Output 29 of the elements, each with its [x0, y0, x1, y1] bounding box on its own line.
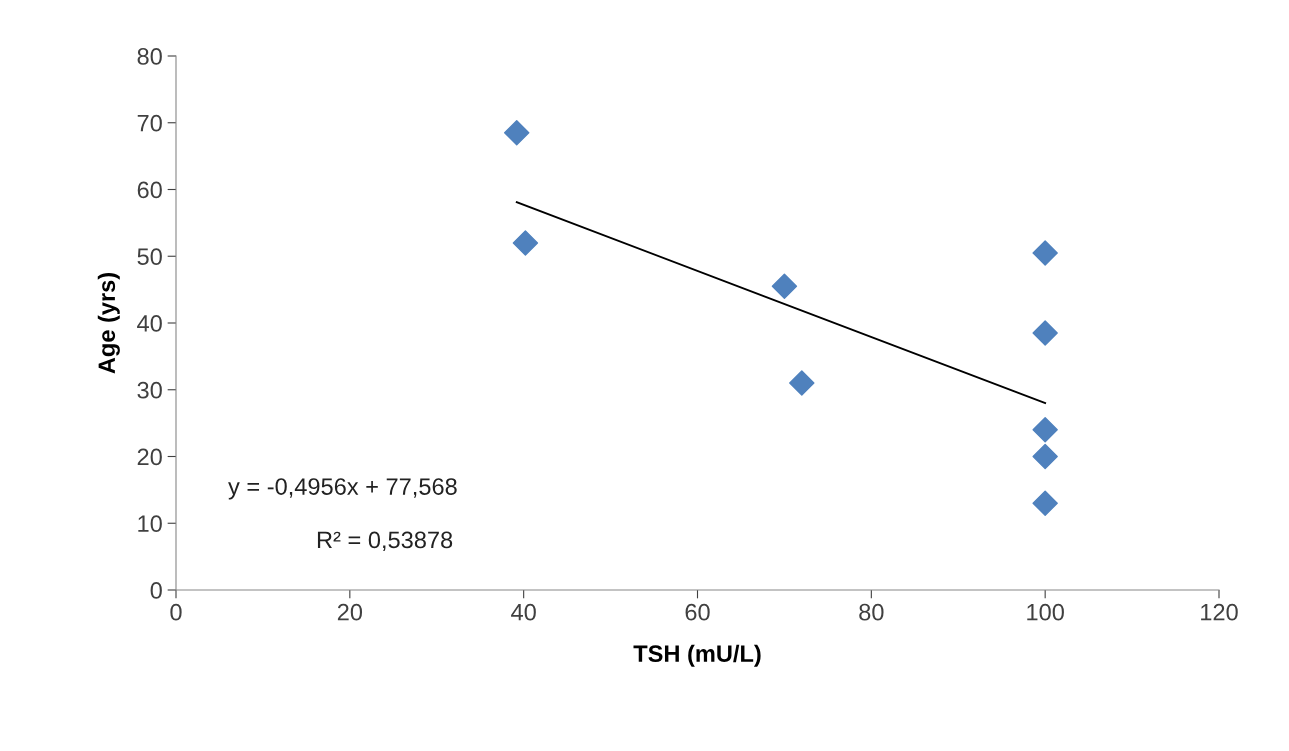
y-tick-label: 10 [138, 515, 162, 533]
y-tick-label: 30 [137, 381, 162, 399]
y-axis-title: Age (yrs) [97, 273, 120, 374]
point [1032, 490, 1058, 516]
y-tick-label: 50 [137, 248, 162, 266]
x-tick-label: 40 [511, 603, 536, 621]
annotation: y = -0,4956x + 77,568 [228, 478, 457, 500]
y-tick-label: 40 [137, 315, 162, 332]
x-tick-label: 20 [337, 603, 363, 621]
point [789, 370, 815, 396]
x-axis-title: TSH (mU/L) [633, 644, 761, 667]
x-tick-label: 100 [1027, 603, 1064, 621]
y-tick-label: 70 [137, 114, 162, 132]
annotation: R² = 0,53878 [317, 531, 453, 552]
point [771, 273, 798, 300]
x-tick-label: 80 [859, 603, 884, 621]
point [1032, 443, 1058, 470]
point [503, 120, 530, 146]
point [512, 230, 539, 256]
y-tick-label: 20 [137, 448, 162, 466]
y-tick-label: 60 [137, 181, 162, 199]
x-tick-label: 0 [170, 603, 182, 621]
x-tick-label: 120 [1201, 603, 1238, 621]
x-tick-label: 60 [685, 603, 710, 621]
y-tick-label: 0 [150, 582, 162, 599]
point [1032, 320, 1058, 346]
point [1032, 240, 1058, 266]
point [1032, 417, 1058, 443]
y-tick-label: 80 [137, 48, 162, 65]
